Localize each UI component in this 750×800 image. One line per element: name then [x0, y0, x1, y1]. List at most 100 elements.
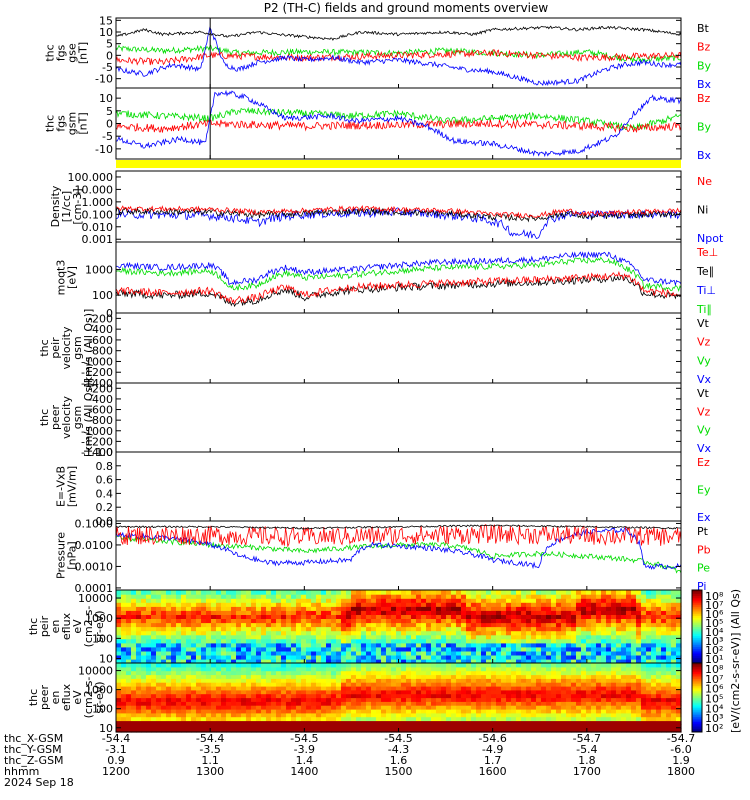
spectrogram-cell [231, 724, 237, 729]
spectrogram-cell [411, 678, 417, 683]
colorbar-cell [692, 652, 702, 655]
spectrogram-cell [496, 654, 502, 660]
spectrogram-cell [396, 666, 402, 672]
spectrogram-cell [546, 626, 552, 632]
spectrogram-cell [466, 650, 472, 656]
spectrogram-cell [466, 724, 472, 729]
spectrogram-cell [256, 622, 262, 628]
spectrogram-cell [666, 728, 672, 733]
spectrogram-cell [236, 689, 242, 695]
spectrogram-cell [226, 666, 232, 672]
spectrogram-cell [201, 602, 207, 607]
spectrogram-cell [191, 598, 197, 603]
spectrogram-cell [426, 663, 432, 668]
spectrogram-cell [171, 654, 177, 660]
spectrogram-cell [626, 650, 632, 656]
spectrogram-cell [336, 630, 342, 636]
spectrogram-cell [241, 594, 247, 599]
spectrogram-cell [546, 658, 552, 664]
y-axis-label: Density [49, 185, 62, 227]
spectrogram-cell [581, 720, 587, 725]
legend-entry: Ni [697, 204, 708, 217]
x-tick-label: -54.5 [290, 732, 318, 745]
spectrogram-cell [596, 724, 602, 729]
spectrogram-cell [611, 650, 617, 656]
y-tick-label: 5 [106, 105, 113, 118]
spectrogram-cell [281, 590, 287, 595]
spectrogram-cell [161, 606, 167, 611]
spectrogram-cell [116, 670, 122, 676]
spectrogram-cell [121, 720, 127, 725]
spectrogram-cell [451, 618, 457, 624]
spectrogram-cell [646, 663, 652, 668]
spectrogram-cell [206, 697, 212, 702]
spectrogram-cell [256, 701, 262, 706]
spectrogram-cell [581, 590, 587, 595]
spectrogram-cell [156, 720, 162, 725]
spectrogram-cell [476, 678, 482, 683]
spectrogram-cell [561, 720, 567, 725]
spectrogram-cell [146, 658, 152, 664]
spectrogram-cell [646, 630, 652, 636]
spectrogram-cell [401, 590, 407, 595]
spectrogram-cell [466, 622, 472, 628]
spectrogram-cell [661, 610, 667, 615]
spectrogram-cell [296, 666, 302, 672]
spectrogram-cell [431, 618, 437, 624]
spectrogram-cell [331, 646, 337, 652]
spectrogram-cell [621, 705, 627, 710]
spectrogram-cell [276, 716, 282, 722]
spectrogram-cell [231, 716, 237, 722]
spectrogram-cell [631, 642, 637, 648]
spectrogram-cell [196, 614, 202, 619]
spectrogram-cell [651, 720, 657, 725]
spectrogram-cell [546, 701, 552, 706]
spectrogram-cell [466, 614, 472, 619]
spectrogram-cell [341, 642, 347, 648]
spectrogram-cell [446, 693, 452, 699]
spectrogram-cell [521, 626, 527, 632]
spectrogram-cell [591, 606, 597, 611]
spectrogram-cell [201, 701, 207, 706]
spectrogram-cell [326, 724, 332, 729]
spectrogram-cell [566, 693, 572, 699]
spectrogram-cell [451, 693, 457, 699]
spectrogram-cell [486, 606, 492, 611]
spectrogram-cell [471, 724, 477, 729]
spectrogram-cell [206, 598, 212, 603]
spectrogram-cell [126, 618, 132, 624]
spectrogram-cell [421, 610, 427, 615]
spectrogram-cell [406, 658, 412, 664]
spectrogram-cell [146, 606, 152, 611]
spectrogram-cell [456, 686, 462, 691]
spectrogram-cell [496, 720, 502, 725]
spectrogram-cell [626, 622, 632, 628]
spectrogram-cell [456, 682, 462, 687]
spectrogram-cell [626, 610, 632, 615]
spectrogram-cell [176, 689, 182, 695]
spectrogram-cell [666, 670, 672, 676]
spectrogram-cell [321, 658, 327, 664]
spectrogram-cell [286, 618, 292, 624]
spectrogram-cell [661, 622, 667, 628]
spectrogram-cell [436, 598, 442, 603]
spectrogram-cell [541, 670, 547, 676]
spectrogram-cell [606, 712, 612, 718]
spectrogram-cell [516, 618, 522, 624]
spectrogram-cell [201, 614, 207, 619]
spectrogram-cell [131, 610, 137, 615]
spectrogram-cell [476, 686, 482, 691]
spectrogram-cell [236, 712, 242, 718]
spectrogram-cell [236, 724, 242, 729]
spectrogram-cell [401, 724, 407, 729]
spectrogram-cell [241, 689, 247, 695]
colorbar-cell [692, 666, 702, 669]
spectrogram-cell [346, 689, 352, 695]
spectrogram-cell [536, 716, 542, 722]
spectrogram-cell [636, 642, 642, 648]
spectrogram-cell [281, 689, 287, 695]
spectrogram-cell [351, 606, 357, 611]
spectrogram-cell [131, 709, 137, 714]
spectrogram-cell [666, 654, 672, 660]
y-tick-label: 100 [92, 289, 113, 302]
